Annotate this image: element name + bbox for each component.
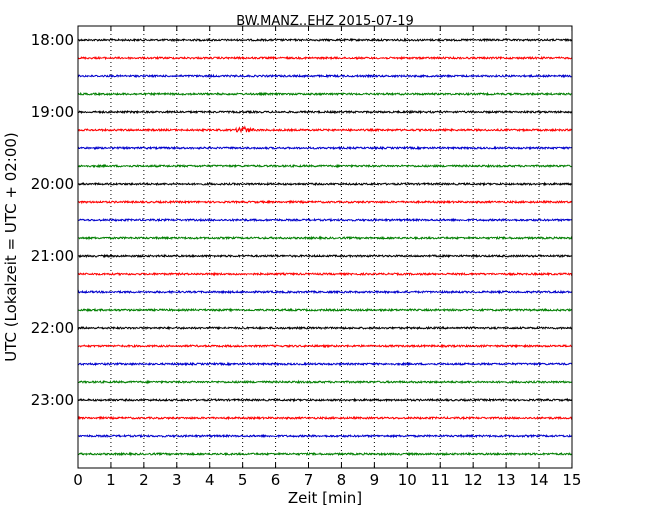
trace-2130	[77, 289, 573, 295]
x-tick-label: 11	[431, 471, 450, 489]
trace-1930	[77, 145, 573, 151]
y-axis-label: UTC (Lokalzeit = UTC + 02:00)	[2, 132, 20, 362]
trace-1915	[77, 125, 573, 134]
x-tick-label: 1	[106, 471, 116, 489]
x-tick-label: 2	[139, 471, 149, 489]
trace-1800	[77, 37, 573, 43]
x-tick-label: 12	[464, 471, 483, 489]
y-tick-label: 23:00	[31, 391, 74, 409]
x-axis-ticks: 0 1 2 3 4 5 6 7 8 9 10 11 12 13 14 15	[73, 26, 581, 489]
trace-2145	[77, 307, 573, 313]
trace-1830	[77, 73, 573, 79]
trace-1945	[77, 163, 573, 169]
trace-2300	[77, 397, 573, 403]
y-tick-label: 21:00	[31, 247, 74, 265]
trace-2230	[77, 361, 573, 367]
trace-2200	[77, 325, 573, 331]
x-tick-label: 6	[271, 471, 281, 489]
y-tick-label: 22:00	[31, 319, 74, 337]
trace-2315	[77, 415, 573, 421]
trace-2015	[77, 199, 573, 205]
grid-lines	[110, 26, 540, 468]
trace-1900	[77, 109, 573, 115]
x-axis-label: Zeit [min]	[288, 489, 362, 507]
trace-2115	[77, 271, 573, 277]
x-tick-label: 14	[529, 471, 548, 489]
trace-2330	[77, 433, 573, 439]
trace-2245	[77, 379, 573, 385]
x-tick-label: 13	[497, 471, 516, 489]
plot-frame	[77, 25, 573, 469]
seismic-traces	[77, 37, 573, 457]
trace-1845	[77, 91, 573, 97]
x-tick-label: 15	[562, 471, 581, 489]
trace-1815	[77, 55, 573, 61]
trace-2045	[77, 235, 573, 241]
x-tick-label: 10	[398, 471, 417, 489]
x-tick-label: 4	[205, 471, 215, 489]
x-tick-label: 3	[172, 471, 182, 489]
x-tick-label: 8	[337, 471, 347, 489]
trace-2100	[77, 253, 573, 259]
trace-2215	[77, 343, 573, 349]
x-tick-label: 5	[238, 471, 248, 489]
trace-2030	[77, 217, 573, 223]
x-tick-label: 9	[370, 471, 380, 489]
y-tick-label: 19:00	[31, 103, 74, 121]
chart-title: BW.MANZ..EHZ 2015-07-19	[236, 14, 414, 29]
trace-2345	[77, 451, 573, 457]
x-tick-label: 0	[73, 471, 83, 489]
trace-2000	[77, 181, 573, 187]
y-tick-label: 20:00	[31, 175, 74, 193]
y-tick-label: 18:00	[31, 31, 74, 49]
y-axis-ticks: 18:00 19:00 20:00 21:00 22:00 23:00	[31, 31, 572, 409]
x-tick-label: 7	[304, 471, 314, 489]
